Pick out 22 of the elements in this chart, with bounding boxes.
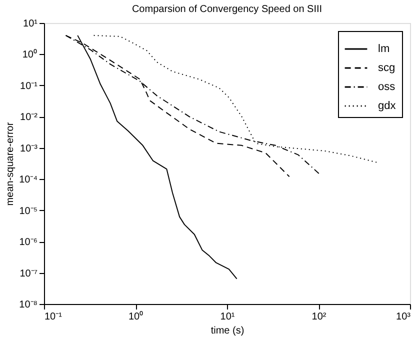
x-tick-label: 10¹ (220, 312, 236, 322)
y-tick-label: 10⁻⁶ (19, 237, 38, 248)
y-tick-label: 10⁻⁵ (19, 206, 38, 217)
y-tick-label: 10⁻² (20, 112, 38, 124)
y-axis-title: mean-square-error (5, 122, 16, 206)
legend-label: oss (378, 81, 396, 93)
y-tick-label: 10⁻³ (20, 143, 38, 154)
x-tick-label: 10⁰ (128, 310, 144, 322)
y-tick-label: 10⁻⁸ (19, 300, 38, 310)
y-tick-label: 10⁻⁷ (20, 268, 38, 280)
y-tick-label: 10⁻⁴ (19, 174, 38, 186)
y-tick-label: 10¹ (23, 18, 38, 30)
legend-label: gdx (378, 100, 396, 112)
legend-label: lm (378, 43, 390, 55)
y-tick-label: 10⁻¹ (20, 80, 38, 92)
chart-title: Comparsion of Convergency Speed on SIII (132, 4, 322, 15)
y-tick-label: 10⁰ (22, 48, 38, 61)
x-tick-label: 10² (312, 312, 327, 322)
legend-label: scg (378, 62, 396, 74)
x-tick-label: 10⁻¹ (44, 312, 63, 322)
x-axis-title: time (s) (210, 326, 244, 336)
x-tick-label: 10³ (396, 312, 412, 322)
